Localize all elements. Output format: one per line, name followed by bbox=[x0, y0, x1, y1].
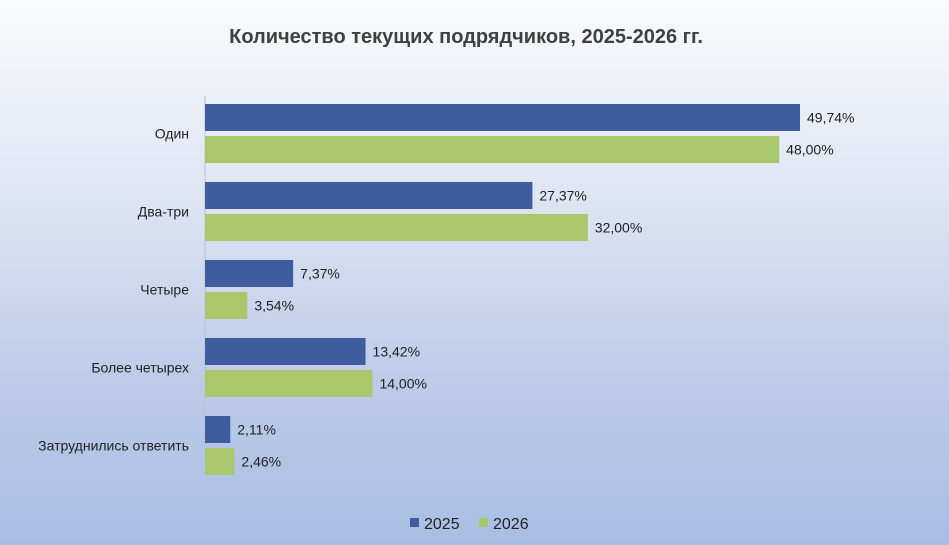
data-label-2026: 3,54% bbox=[254, 298, 294, 314]
bar-2026 bbox=[205, 136, 780, 163]
bar-2026 bbox=[205, 370, 373, 397]
bar-2026 bbox=[205, 448, 235, 475]
data-labels: 49,74% 48,00% 27,37% 32,00% 7,37% 3,54% 13,42%… bbox=[237, 110, 854, 470]
data-label-2026: 14,00% bbox=[379, 376, 426, 392]
bar-2025 bbox=[205, 338, 366, 365]
legend-swatch-2025 bbox=[410, 518, 419, 527]
data-label-2025: 49,74% bbox=[807, 110, 854, 126]
category-label: Более четырех bbox=[91, 360, 189, 376]
data-label-2026: 48,00% bbox=[786, 142, 833, 158]
bar-2025 bbox=[205, 416, 231, 443]
chart-title: Количество текущих подрядчиков, 2025-202… bbox=[229, 26, 703, 48]
bar-2025 bbox=[205, 104, 800, 131]
category-label: Два-три bbox=[138, 204, 189, 220]
legend-label-2026: 2026 bbox=[493, 516, 529, 533]
data-label-2025: 7,37% bbox=[300, 266, 340, 282]
category-label: Четыре bbox=[140, 282, 189, 298]
category-label: Один bbox=[155, 126, 189, 142]
data-label-2025: 13,42% bbox=[373, 344, 420, 360]
bar-2025 bbox=[205, 182, 533, 209]
bar-2025 bbox=[205, 260, 294, 287]
data-label-2025: 27,37% bbox=[539, 188, 586, 204]
data-label-2025: 2,11% bbox=[237, 422, 276, 438]
category-label: Затруднились ответить bbox=[38, 438, 189, 454]
legend-swatch-2026 bbox=[479, 518, 488, 527]
bar-2026 bbox=[205, 214, 588, 241]
legend-label-2025: 2025 bbox=[424, 516, 460, 533]
data-label-2026: 32,00% bbox=[595, 220, 642, 236]
data-label-2026: 2,46% bbox=[241, 454, 281, 470]
category-labels: Один Два-три Четыре Более четырех Затруднили… bbox=[38, 126, 189, 454]
bars-group bbox=[205, 104, 800, 475]
legend: 2025 2026 bbox=[410, 516, 529, 533]
bar-2026 bbox=[205, 292, 248, 319]
